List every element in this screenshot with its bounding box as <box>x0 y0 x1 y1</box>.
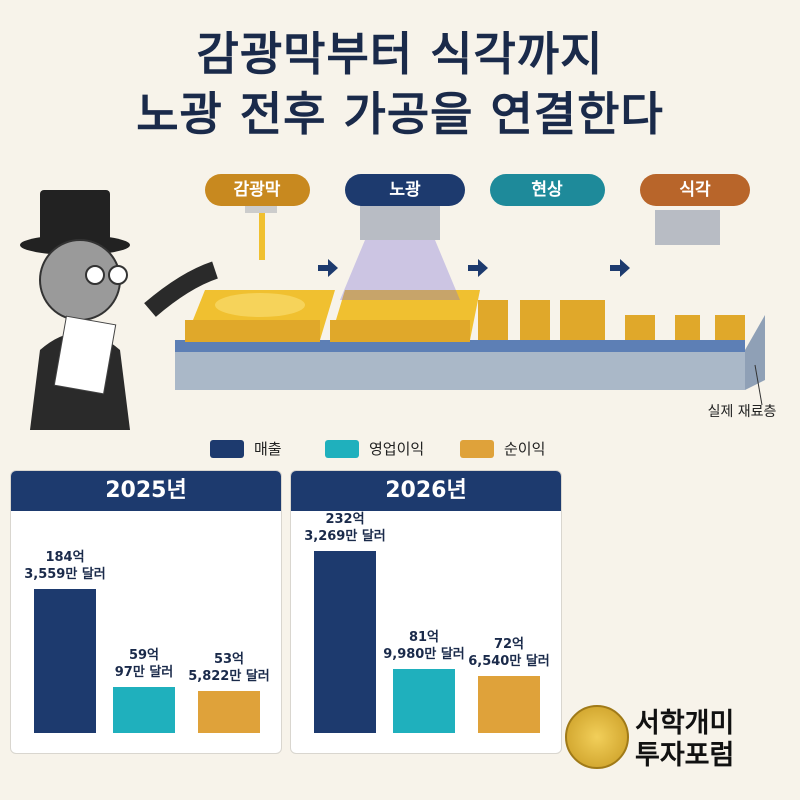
bar <box>314 551 376 733</box>
step-label: 식각 <box>679 180 711 200</box>
mascot <box>20 190 219 430</box>
bar <box>113 686 175 733</box>
logo-line: 투자포럼 <box>635 740 735 771</box>
bar <box>393 668 455 733</box>
legend-text: 매출 <box>254 440 282 458</box>
logo-coin <box>565 705 629 769</box>
legend-item: 매출 <box>210 438 282 459</box>
value-label: 81억 9,980만 달러 <box>383 629 465 662</box>
logo-text: 서학개미 투자포럼 <box>635 708 734 772</box>
value-label: 184억 3,559만 달러 <box>24 549 106 582</box>
value-label: 53억 5,822만 달러 <box>188 652 270 685</box>
step-label: 감광막 <box>234 180 281 200</box>
title-line: 감광막부터 식각까지 <box>196 27 604 81</box>
legend-swatch <box>325 439 359 458</box>
bar <box>478 676 540 733</box>
title-line: 노광 전후 가공을 연결한다 <box>136 87 664 141</box>
legend-swatch <box>210 439 244 458</box>
legend-item: 영업이익 <box>325 438 424 459</box>
legend-text: 순이익 <box>504 440 546 458</box>
value-label: 72억 6,540만 달러 <box>468 637 550 670</box>
step-label: 현상 <box>531 180 563 200</box>
bar <box>34 588 96 733</box>
legend-swatch <box>460 439 494 458</box>
process-illustration: 감광막 노광 현상 식각 실제 재료층 <box>20 174 777 430</box>
layer-label: 실제 재료층 <box>708 404 777 420</box>
chart-title: 2025년 <box>11 471 281 511</box>
step-label: 노광 <box>389 180 421 200</box>
chart-panel: 2025년 184억 3,559만 달러 59억 97만 달러 53억 5,822만 … <box>10 470 282 754</box>
chart-title: 2026년 <box>291 471 561 511</box>
value-label: 232억 3,269만 달러 <box>304 512 386 544</box>
legend-text: 영업이익 <box>369 440 425 458</box>
value-label: 59억 97만 달러 <box>114 647 174 680</box>
logo-line: 서학개미 <box>635 708 735 739</box>
legend-item: 순이익 <box>460 438 545 459</box>
chart-panel: 2026년 232억 3,269만 달러 81억 9,980만 달러 72억 6,54… <box>290 470 562 754</box>
bar <box>198 691 260 733</box>
